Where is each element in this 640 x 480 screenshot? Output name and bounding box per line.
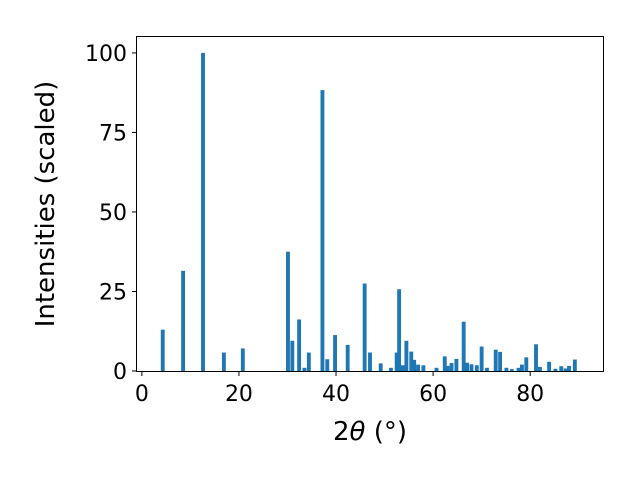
bar [572,359,577,371]
bar [394,352,399,371]
bar [485,367,489,371]
y-tick-label: 100 [85,42,127,67]
bar [524,357,529,371]
x-tick-label: 80 [516,382,544,407]
y-tick-label: 75 [99,121,127,146]
bar [290,340,295,371]
bar [368,352,372,371]
x-axis-label-suffix: (°) [365,417,407,447]
bar [240,348,245,371]
x-axis-ticks: 0 20 40 60 80 [135,371,544,407]
bar [563,368,568,371]
plot-frame [136,36,604,372]
bar [516,367,521,371]
bar [537,366,542,371]
bar [449,363,454,371]
bar [442,356,447,371]
bar [445,365,450,371]
bar [400,365,405,371]
bar [388,367,393,371]
bar [416,364,420,371]
bar [498,351,503,371]
bar [465,362,470,371]
y-tick-label: 25 [99,280,127,305]
bar [519,364,524,371]
bar [306,352,311,371]
bar [567,365,571,371]
x-tick-label: 0 [135,382,149,407]
bar [378,363,383,371]
x-axis-label-prefix: 2 [333,417,350,447]
bar [461,321,466,371]
bar [320,90,325,372]
bar [297,319,302,371]
x-axis-label: 2θ (°) [333,417,407,447]
bar [221,352,226,371]
bar [345,344,350,371]
bar [469,364,474,371]
bar [534,344,538,371]
bar [160,329,165,371]
y-tick-label: 50 [99,201,127,226]
bar [547,361,552,371]
bar [412,359,417,371]
bar-series [160,52,577,372]
bar [479,346,484,371]
x-tick-label: 60 [419,382,447,407]
bar [493,349,498,371]
bar [454,358,459,371]
y-axis-label: Intensities (scaled) [31,81,61,328]
bar [559,366,564,371]
bar [421,365,426,371]
bar [333,335,337,371]
bar [434,367,439,371]
bar [286,251,290,371]
x-tick-label: 40 [322,382,350,407]
bar [397,289,402,371]
bar [404,340,409,371]
bar [409,351,414,371]
bar [504,367,509,371]
bar [302,367,307,371]
y-axis-ticks: 0 25 50 75 100 [85,42,137,385]
x-tick-label: 20 [225,382,253,407]
x-axis-label-symbol: θ [350,417,366,447]
bar [362,283,367,371]
bar [553,368,558,371]
y-tick-label: 0 [113,360,127,385]
bar [509,369,514,371]
bar [474,365,479,371]
bar [325,359,330,371]
bar [181,270,186,371]
bar [201,52,205,372]
